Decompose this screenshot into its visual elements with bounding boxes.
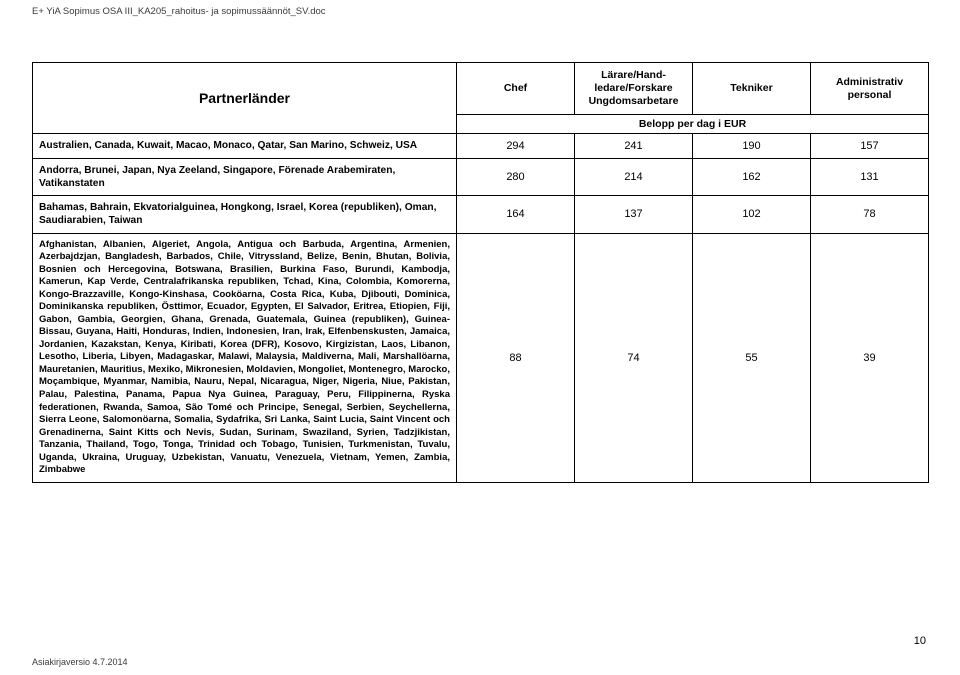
cell-larare: 241: [575, 134, 693, 158]
rates-table: Partnerländer Chef Lärare/Hand- ledare/F…: [32, 62, 929, 483]
table-subheader: Belopp per dag i EUR: [457, 115, 929, 134]
rates-table-container: Partnerländer Chef Lärare/Hand- ledare/F…: [32, 62, 928, 483]
cell-admin: 39: [811, 233, 929, 482]
row-label: Bahamas, Bahrain, Ekvatorialguinea, Hong…: [33, 196, 457, 234]
table-row: Australien, Canada, Kuwait, Macao, Monac…: [33, 134, 929, 158]
cell-admin: 157: [811, 134, 929, 158]
cell-chef: 294: [457, 134, 575, 158]
cell-admin: 78: [811, 196, 929, 234]
document-header-path: E+ YiA Sopimus OSA III_KA205_rahoitus- j…: [32, 6, 326, 17]
cell-tekniker: 55: [693, 233, 811, 482]
cell-larare: 74: [575, 233, 693, 482]
cell-admin: 131: [811, 158, 929, 196]
document-page: E+ YiA Sopimus OSA III_KA205_rahoitus- j…: [0, 0, 960, 675]
cell-tekniker: 190: [693, 134, 811, 158]
table-row: Bahamas, Bahrain, Ekvatorialguinea, Hong…: [33, 196, 929, 234]
col-header-tekniker: Tekniker: [693, 63, 811, 115]
cell-larare: 137: [575, 196, 693, 234]
cell-chef: 280: [457, 158, 575, 196]
cell-tekniker: 102: [693, 196, 811, 234]
page-number: 10: [914, 635, 926, 647]
cell-chef: 88: [457, 233, 575, 482]
row-label: Andorra, Brunei, Japan, Nya Zeeland, Sin…: [33, 158, 457, 196]
row-label: Australien, Canada, Kuwait, Macao, Monac…: [33, 134, 457, 158]
table-title: Partnerländer: [33, 63, 457, 134]
cell-tekniker: 162: [693, 158, 811, 196]
document-version-footer: Asiakirjaversio 4.7.2014: [32, 657, 128, 667]
table-row: Andorra, Brunei, Japan, Nya Zeeland, Sin…: [33, 158, 929, 196]
cell-larare: 214: [575, 158, 693, 196]
table-header-row: Partnerländer Chef Lärare/Hand- ledare/F…: [33, 63, 929, 115]
row-label: Afghanistan, Albanien, Algeriet, Angola,…: [33, 233, 457, 482]
cell-chef: 164: [457, 196, 575, 234]
col-header-admin: Administrativ personal: [811, 63, 929, 115]
col-header-larare: Lärare/Hand- ledare/Forskare Ungdomsarbe…: [575, 63, 693, 115]
table-row: Afghanistan, Albanien, Algeriet, Angola,…: [33, 233, 929, 482]
col-header-chef: Chef: [457, 63, 575, 115]
